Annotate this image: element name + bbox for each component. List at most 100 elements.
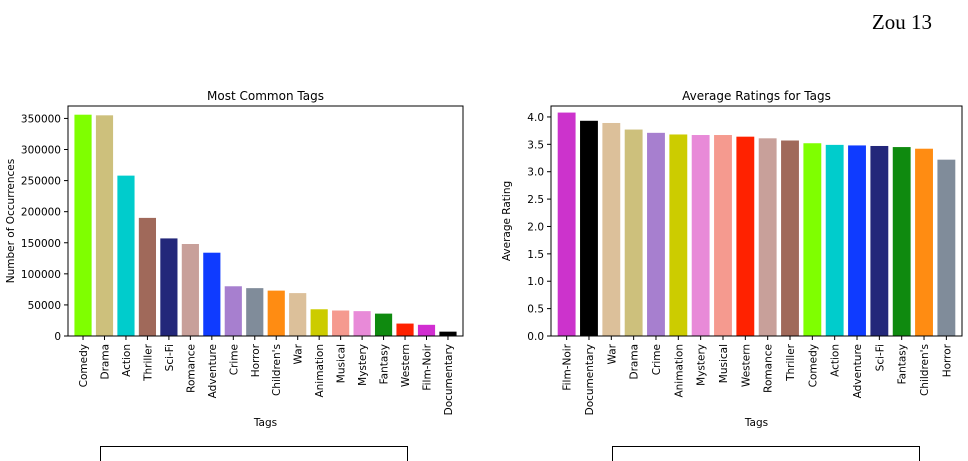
chart-1-bar-musical [332,310,350,336]
chart-2-bar-sci-fi [870,145,889,336]
chart-2-bar-children-s [915,148,933,336]
chart-2-x-tick-label: Thriller [785,343,797,382]
chart-1-x-tick-label: Comedy [78,344,90,387]
chart-2-y-tick-label: 4.0 [527,112,544,124]
chart-2-y-tick-label: 3.5 [527,139,544,151]
chart-1-bar-action [117,175,135,336]
chart-1-x-tick-label: Crime [228,344,240,375]
chart-1-x-tick-label: Mystery [357,344,369,386]
chart-1-bar-crime [224,286,242,336]
chart-2-bar-romance [758,138,777,336]
chart-1-x-tick-label: Sci-Fi [164,344,176,371]
chart-2-x-tick-label: Western [740,344,752,387]
chart-2-bar-crime [647,132,665,336]
chart-2-y-tick-label: 2.5 [527,194,544,206]
chart-1-y-tick-label: 350000 [21,113,61,125]
chart-1-x-tick-label: Film-Noir [422,343,434,390]
chart-2-x-tick-label: Film-Noir [562,343,574,390]
chart-2-x-tick-label: Fantasy [897,344,909,384]
chart-1-bar-mystery [353,311,371,336]
chart-1-bar-sci-fi [160,238,178,336]
chart-2-bar-action [825,144,844,336]
chart-1-bar-fantasy [374,313,393,336]
chart-1-x-tick-label: Children's [271,344,283,396]
caption-box-right [612,446,920,461]
chart-1-y-tick-label: 100000 [21,269,61,281]
chart-2-plot-frame [550,105,963,337]
chart-1-x-tick-label: Adventure [207,344,219,398]
chart-2-x-tick-label: Musical [718,344,730,383]
chart-2-bar-musical [714,135,732,336]
chart-1-title: Most Common Tags [207,89,324,103]
chart-2-bar-documentary [580,120,598,336]
chart-2-x-tick-label: Children's [919,344,931,396]
chart-1-x-tick-label: Western [400,344,412,387]
chart-1-bar-western [396,323,414,336]
chart-1-x-tick-label: Drama [99,344,111,380]
chart-2-y-tick-label: 3.0 [527,167,544,179]
chart-1-y-tick-label: 250000 [21,176,61,188]
chart-2-x-tick-label: Adventure [852,344,864,398]
chart-2-title: Average Ratings for Tags [682,89,831,103]
chart-2-bar-western [736,136,755,336]
chart-1-bar-animation [310,309,328,336]
chart-2-bar-fantasy [892,147,911,336]
chart-2-bar-drama [624,129,643,336]
chart-2-bar-comedy [803,143,822,336]
chart-1-y-tick-label: 200000 [21,207,61,219]
chart-1-bar-war [289,293,307,336]
chart-2-x-tick-label: War [606,343,618,364]
chart-2-x-tick-label: Action [830,344,842,377]
chart-1-bar-thriller [138,217,157,336]
chart-2-bar-thriller [781,140,799,336]
chart-1-bar-film-noir [417,324,436,336]
chart-1-plot-frame [67,105,464,337]
chart-1-y-tick-label: 300000 [21,145,61,157]
chart-1-x-axis-label: Tags [253,417,277,429]
chart-1-bar-comedy [74,114,92,336]
chart-2-x-tick-label: Documentary [584,344,596,415]
chart-2-x-tick-label: Horror [941,343,953,377]
chart-1-bar-adventure [203,252,221,336]
chart-1-bar-romance [181,244,199,336]
chart-1-x-tick-label: Animation [314,344,326,398]
chart-1-y-tick-label: 50000 [28,300,61,312]
chart-2-bar-horror [937,159,956,336]
chart-1-bar-horror [246,288,264,336]
chart-2-bar-mystery [691,135,710,336]
chart-2-y-tick-label: 0.5 [527,304,544,316]
chart-1-y-axis-label: Number of Occurrences [5,159,17,283]
chart-2-x-tick-label: Drama [629,344,641,380]
chart-2-y-tick-label: 0.0 [527,331,544,343]
chart-1-x-tick-label: Horror [250,343,262,377]
chart-1-x-tick-label: War [293,343,305,364]
chart-2-x-tick-label: Romance [763,344,775,393]
chart-2-y-tick-label: 2.0 [527,221,544,233]
chart-1-y-tick-label: 150000 [21,238,61,250]
chart-2-bar-film-noir [557,112,576,336]
chart-1-bar-documentary [439,331,457,336]
chart-2-x-tick-label: Crime [651,344,663,375]
chart-1-x-tick-label: Documentary [443,344,455,415]
chart-2-y-axis-label: Average Rating [501,181,513,261]
chart-1-x-tick-label: Action [121,344,133,377]
chart-1-x-tick-label: Thriller [142,343,154,382]
chart-2-y-tick-label: 1.5 [527,249,544,261]
chart-1-x-tick-label: Romance [185,344,197,393]
chart-1-x-tick-label: Fantasy [379,344,391,384]
chart-1-y-tick-label: 0 [54,331,61,343]
chart-2-bar-adventure [848,145,866,336]
chart-1-bar-drama [95,115,114,336]
chart-2-x-tick-label: Mystery [696,344,708,386]
chart-2-bar-animation [669,134,688,336]
chart-2-x-tick-label: Sci-Fi [874,344,886,371]
chart-2-bar-war [602,122,621,336]
page-number: Zou 13 [871,10,932,34]
caption-box-left [100,446,408,461]
chart-2-x-tick-label: Comedy [807,344,819,387]
chart-2-x-tick-label: Animation [673,344,685,398]
chart-2-y-tick-label: 1.0 [527,276,544,288]
chart-2-x-axis-label: Tags [744,417,768,429]
chart-1-bar-children-s [267,290,285,336]
